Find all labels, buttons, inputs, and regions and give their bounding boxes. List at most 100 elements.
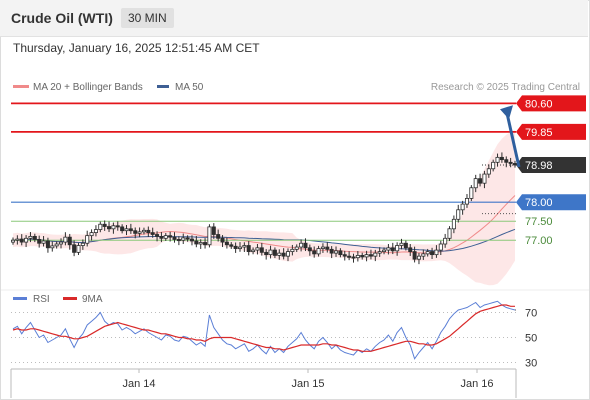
candle-body — [351, 256, 356, 259]
candle-body — [37, 239, 42, 244]
candle-body — [338, 250, 343, 256]
legend-ma50-label: MA 50 — [175, 82, 204, 93]
candle-body — [89, 232, 94, 237]
candle-body — [456, 209, 461, 220]
candle-body — [146, 229, 151, 234]
research-credit: Research © 2025 Trading Central — [431, 82, 580, 93]
candle-body — [277, 252, 282, 256]
level-tag-78-98: 78.98 — [525, 160, 553, 172]
level-tag-78-00: 78.00 — [525, 197, 553, 209]
candle-body — [98, 223, 103, 230]
candle-body — [513, 163, 518, 166]
candle-body — [294, 246, 299, 250]
candle-body — [320, 246, 325, 249]
candle-body — [382, 249, 387, 253]
candle-body — [237, 246, 242, 249]
candle-body — [408, 247, 413, 253]
candle-body — [360, 254, 365, 258]
instrument-title: Crude Oil (WTI) — [11, 10, 113, 26]
candle-body — [495, 156, 500, 163]
candle-body — [198, 242, 203, 245]
candle-body — [368, 254, 373, 257]
candle-body — [390, 247, 395, 252]
candle-body — [403, 242, 408, 249]
candle-body — [50, 245, 55, 249]
candle-body — [473, 178, 478, 189]
candle-body — [111, 225, 116, 230]
candle-body — [355, 254, 360, 259]
candle-body — [347, 255, 352, 258]
candle-body — [412, 251, 417, 260]
legend-9ma-label: 9MA — [82, 294, 103, 305]
candle-body — [316, 248, 321, 255]
candle-body — [447, 228, 452, 239]
candle-body — [312, 250, 317, 255]
candle-body — [102, 223, 107, 227]
candle-body — [334, 250, 339, 254]
candle-body — [32, 235, 37, 240]
candle-body — [216, 234, 221, 239]
candle-body — [325, 246, 330, 250]
candle-body — [54, 243, 59, 247]
candle-body — [342, 254, 347, 257]
legend-ma50-swatch — [157, 85, 169, 88]
projection-arrow-shaft — [505, 112, 521, 168]
legend-rsi-swatch — [13, 297, 27, 300]
chart-header: Crude Oil (WTI) 30 MIN — [0, 0, 588, 37]
candle-body — [137, 231, 142, 234]
candle-body — [303, 242, 308, 249]
candle-body — [72, 244, 77, 253]
candle-body — [438, 243, 443, 251]
x-tick-label: Jan 14 — [122, 378, 155, 390]
candle-body — [307, 247, 312, 252]
candle-body — [211, 226, 216, 235]
candle-body — [364, 254, 369, 258]
candle-body — [469, 187, 474, 199]
candle-body — [499, 156, 504, 161]
candle-body — [203, 242, 208, 246]
candle-body — [155, 234, 160, 237]
timestamp: Thursday, January 16, 2025 12:51:45 AM C… — [13, 41, 260, 55]
level-tag-77-50: 77.50 — [525, 216, 553, 228]
candle-body — [41, 240, 46, 244]
candle-body — [255, 247, 260, 251]
candle-body — [478, 178, 483, 184]
candle-body — [451, 218, 456, 230]
candle-body — [63, 236, 68, 243]
candle-body — [264, 251, 269, 256]
candle-body — [272, 249, 277, 256]
candle-body — [59, 241, 64, 245]
candle-body — [443, 237, 448, 245]
candle-body — [286, 251, 291, 257]
candle-body — [220, 237, 225, 243]
level-tag-77-00: 77.00 — [525, 235, 553, 247]
candle-body — [28, 235, 33, 239]
timeframe-badge[interactable]: 30 MIN — [121, 8, 174, 28]
candle-body — [233, 245, 238, 249]
candle-body — [189, 238, 194, 242]
level-tag-bg-80-60 — [516, 95, 586, 112]
candle-body — [430, 251, 435, 256]
candle-body — [434, 249, 439, 256]
level-tag-79-85: 79.85 — [525, 127, 553, 139]
candle-body — [80, 242, 85, 246]
candle-body — [416, 255, 421, 260]
projection-arrow-head — [500, 105, 513, 120]
candle-body — [329, 248, 334, 254]
candle-body — [128, 228, 133, 232]
candle-body — [464, 197, 469, 205]
candle-body — [45, 240, 50, 249]
candle-body — [299, 242, 304, 248]
legend-ma20-label: MA 20 + Bollinger Bands — [33, 82, 143, 93]
rsi-tick-30: 30 — [525, 358, 537, 370]
candle-body — [115, 225, 120, 228]
x-tick-label: Jan 15 — [291, 378, 324, 390]
candle-body — [141, 229, 146, 233]
rsi-tick-70: 70 — [525, 308, 537, 320]
candle-body — [399, 242, 404, 246]
candle-body — [421, 253, 426, 257]
candle-body — [395, 245, 400, 252]
candle-body — [251, 249, 256, 253]
candle-body — [246, 245, 251, 253]
candle-body — [168, 235, 173, 238]
